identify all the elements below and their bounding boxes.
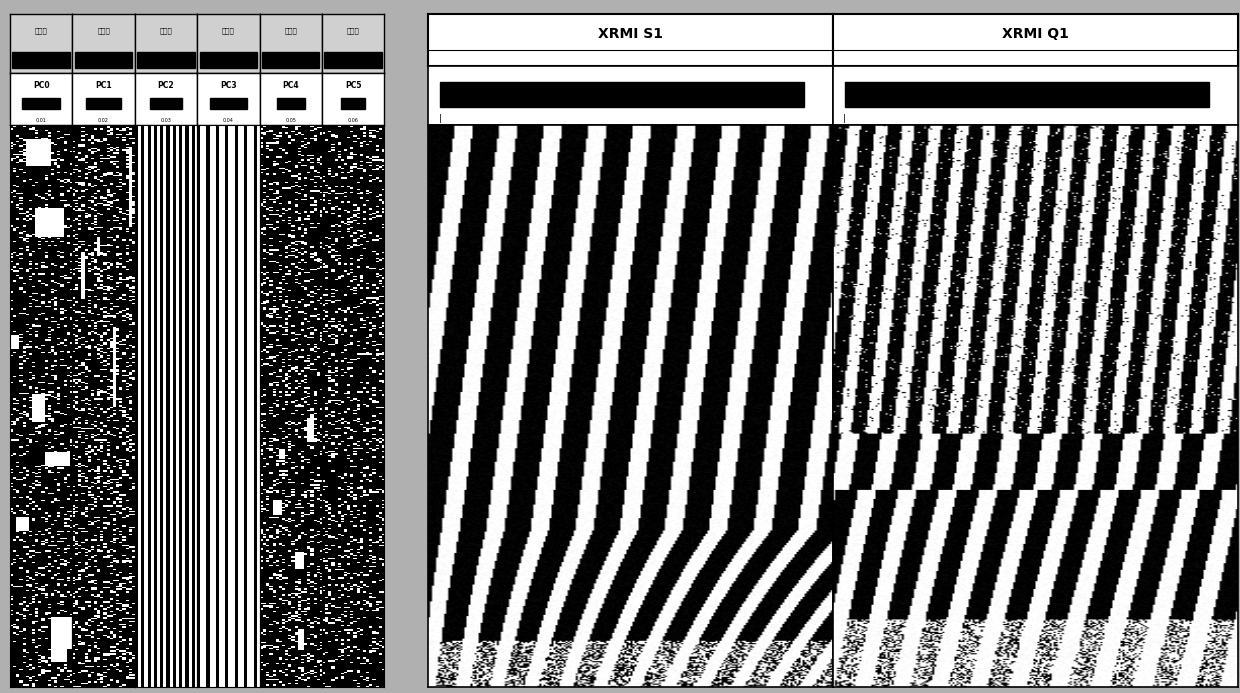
Bar [325,51,382,68]
Bar [87,98,120,109]
Text: 三维数: 三维数 [347,27,360,34]
Text: XRMI Q1: XRMI Q1 [1002,26,1069,41]
Bar [844,82,1209,107]
Text: |: | [843,114,846,123]
Bar [12,51,69,68]
Text: 三维数: 三维数 [160,27,172,34]
Text: 0.06: 0.06 [347,118,358,123]
Bar [341,98,365,109]
Bar [138,51,195,68]
Text: |: | [439,114,441,123]
Bar [22,98,60,109]
Bar [150,98,181,109]
Text: XRMI S1: XRMI S1 [598,26,662,41]
Text: 三维数: 三维数 [35,27,47,34]
Text: 0.05: 0.05 [285,118,296,123]
Text: PC2: PC2 [157,81,175,90]
Bar [262,51,320,68]
Bar [277,98,305,109]
Bar [200,51,257,68]
Text: PC3: PC3 [219,81,237,90]
Text: PC5: PC5 [345,81,361,90]
Text: 0.03: 0.03 [160,118,171,123]
Bar [74,51,133,68]
Bar [440,82,805,107]
Text: 三维数: 三维数 [284,27,298,34]
Text: 三维数: 三维数 [97,27,110,34]
Text: PC0: PC0 [32,81,50,90]
Text: 0.01: 0.01 [36,118,47,123]
Bar [210,98,247,109]
Text: 三维数: 三维数 [222,27,234,34]
Text: 0.02: 0.02 [98,118,109,123]
Text: 0.04: 0.04 [223,118,234,123]
Text: PC4: PC4 [283,81,299,90]
Text: PC1: PC1 [95,81,112,90]
